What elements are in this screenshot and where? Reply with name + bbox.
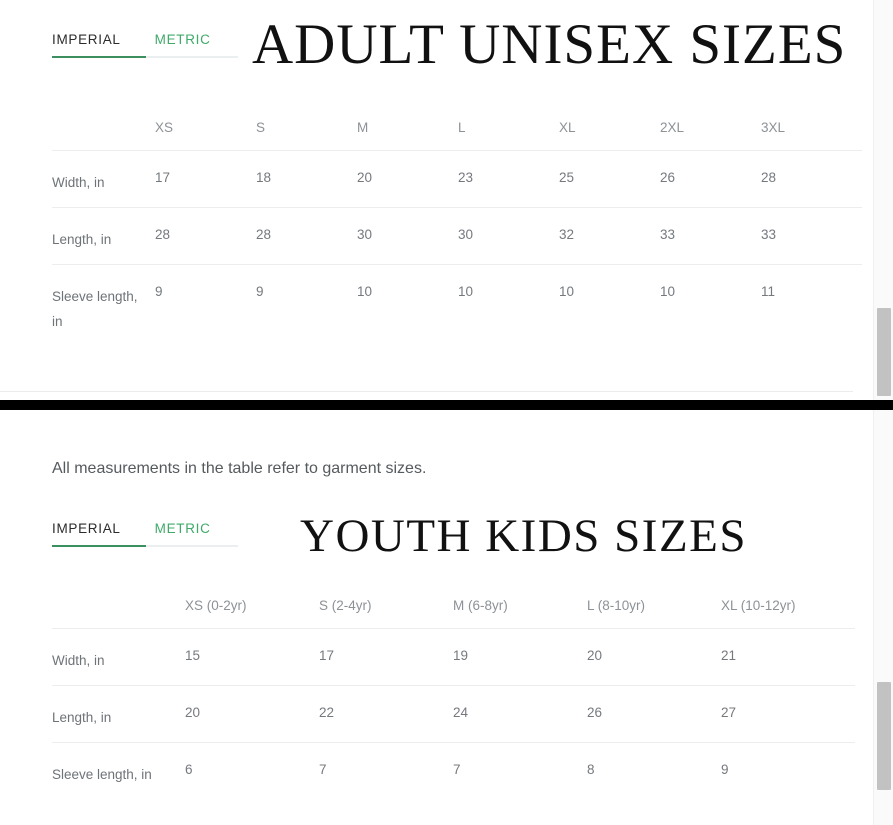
adult-panel-bottom-rule [0,391,853,392]
cell-width-xs: 17 [155,150,257,208]
cell-length-xs: 28 [155,207,257,265]
column-header-s: S [256,104,357,151]
column-header-l: L (8-10yr) [587,582,721,629]
cell-width-xl: 25 [558,150,660,208]
adult-size-table: XS S M L XL 2XL 3XL Width, in 17 18 20 [52,104,862,334]
cell-width-l: 20 [587,628,721,686]
column-header-s: S (2-4yr) [319,582,453,629]
adult-panel-scrollbar[interactable] [873,0,893,400]
cell-sleeve-m: 7 [453,761,461,777]
table-row: Width, in 15 17 19 20 21 [52,628,855,686]
adult-header-row: IMPERIAL METRIC ADULT UNISEX SIZES [0,16,873,96]
column-header-corner [52,104,156,151]
adult-sizes-panel: IMPERIAL METRIC ADULT UNISEX SIZES XS S [0,0,893,400]
table-row: Sleeve length, in 6 7 7 8 9 [52,742,855,799]
cell-width-xl: 21 [721,628,855,686]
table-row: Width, in 17 18 20 23 25 26 28 [52,150,862,208]
adult-scrollbar-thumb[interactable] [877,308,891,396]
column-header-xs: XS (0-2yr) [185,582,319,629]
cell-length-l: 30 [457,207,559,265]
cell-width-l: 23 [457,150,559,208]
cell-sleeve-xs: 9 [155,283,163,299]
column-header-xl: XL [558,104,660,151]
row-label-width: Width, in [52,628,185,686]
adult-tab-track [52,56,238,58]
table-row: Length, in 20 22 24 26 27 [52,685,855,743]
cell-sleeve-m: 10 [357,283,373,299]
tab-metric-adult[interactable]: METRIC [155,30,211,50]
cell-sleeve-xl: 10 [558,283,574,299]
cell-width-m: 19 [453,628,587,686]
cell-length-xs: 20 [185,685,319,743]
cell-width-3xl: 28 [760,150,862,208]
row-label-sleeve: Sleeve length, in [52,766,152,782]
youth-panel-scrollbar[interactable] [873,410,893,825]
measurements-note: All measurements in the table refer to g… [52,460,427,477]
cell-sleeve-xl: 9 [721,761,729,777]
cell-length-m: 30 [357,207,458,265]
youth-unit-tabs: IMPERIAL METRIC [52,513,238,585]
tab-metric-youth[interactable]: METRIC [155,519,211,539]
tab-imperial-youth[interactable]: IMPERIAL [52,519,121,539]
row-label-length: Length, in [52,685,185,743]
row-label-width: Width, in [52,150,156,208]
row-label-sleeve: Sleeve length, in [52,264,155,334]
column-header-2xl: 2XL [659,104,761,151]
youth-section-title: YOUTH KIDS SIZES [300,510,747,562]
cell-sleeve-l: 8 [587,761,595,777]
cell-length-xl: 32 [558,207,660,265]
cell-length-2xl: 33 [659,207,761,265]
cell-length-m: 24 [453,685,587,743]
column-header-l: L [457,104,559,151]
cell-length-3xl: 33 [760,207,862,265]
youth-sizes-panel: All measurements in the table refer to g… [0,410,893,825]
cell-length-s: 22 [319,685,453,743]
adult-unit-tabs: IMPERIAL METRIC [52,24,238,96]
adult-tab-active-indicator [52,56,146,58]
table-row: Sleeve length, in 9 9 10 10 10 10 11 [52,264,862,334]
column-header-corner [52,582,185,629]
section-divider-bar [0,400,893,410]
column-header-xl: XL (10-12yr) [721,582,855,629]
column-header-3xl: 3XL [760,104,862,151]
youth-tab-active-indicator [52,545,146,547]
cell-sleeve-l: 10 [457,283,474,299]
cell-width-m: 20 [357,150,458,208]
cell-length-l: 26 [587,685,721,743]
youth-tab-track [52,545,238,547]
youth-size-table: XS (0-2yr) S (2-4yr) M (6-8yr) L (8-10yr… [52,582,855,799]
tab-imperial-adult[interactable]: IMPERIAL [52,30,121,50]
cell-width-s: 17 [319,628,453,686]
cell-width-xs: 15 [185,628,319,686]
table-header-row: XS S M L XL 2XL 3XL [52,104,862,151]
column-header-m: M (6-8yr) [453,582,587,629]
youth-scrollbar-thumb[interactable] [877,682,891,790]
column-header-xs: XS [155,104,257,151]
row-label-sleeve-text: Sleeve length, in [52,288,138,329]
table-row: Length, in 28 28 30 30 32 33 33 [52,207,862,265]
cell-sleeve-xs: 6 [185,761,193,777]
cell-sleeve-2xl: 10 [659,283,675,299]
table-header-row: XS (0-2yr) S (2-4yr) M (6-8yr) L (8-10yr… [52,582,855,629]
youth-header-row: IMPERIAL METRIC YOUTH KIDS SIZES [0,513,873,585]
cell-length-s: 28 [256,207,357,265]
cell-sleeve-s: 7 [319,761,327,777]
cell-length-xl: 27 [721,685,855,743]
adult-section-title: ADULT UNISEX SIZES [252,13,847,76]
cell-sleeve-3xl: 11 [760,283,775,299]
cell-width-s: 18 [256,150,357,208]
cell-sleeve-s: 9 [256,283,264,299]
cell-width-2xl: 26 [659,150,761,208]
row-label-length: Length, in [52,207,156,265]
column-header-m: M [357,104,458,151]
